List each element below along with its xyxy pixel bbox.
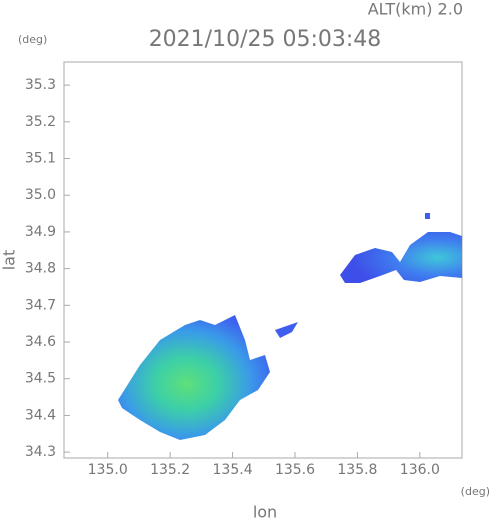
y-tick-label: 34.5 [25,371,56,387]
x-tick-label: 135.2 [150,462,190,478]
y-tick-label: 34.4 [25,407,56,423]
y-tick-label: 34.8 [25,261,56,277]
x-tick-label: 135.8 [337,462,377,478]
x-unit: (deg) [461,485,490,498]
y-tick-label: 34.6 [25,334,56,350]
y-tick-label: 35.3 [25,77,56,93]
chart-title: 2021/10/25 05:03:48 [149,27,382,52]
x-tick-label: 135.6 [275,462,315,478]
echo-area [425,213,430,219]
y-axis-label: lat [0,250,19,271]
y-tick-label: 35.0 [25,187,56,203]
y-tick-label: 34.3 [25,444,56,460]
echo-area [275,322,298,338]
x-tick-label: 135.0 [88,462,128,478]
y-unit: (deg) [18,33,47,46]
x-axis-label: lon [253,503,277,521]
echo-area [118,315,270,440]
echo-area [340,232,462,283]
y-tick-label: 34.9 [25,224,56,240]
altitude-label: ALT(km) 2.0 [368,0,463,19]
y-tick-label: 34.7 [25,297,56,313]
y-tick-label: 35.2 [25,114,56,130]
y-tick-label: 35.1 [25,151,56,167]
x-tick-label: 135.4 [213,462,253,478]
x-tick-label: 136.0 [400,462,440,478]
